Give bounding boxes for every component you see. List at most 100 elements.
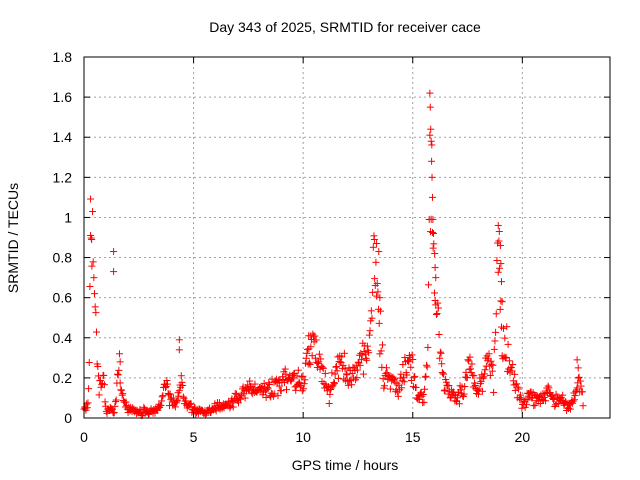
data-point bbox=[409, 355, 417, 363]
data-point bbox=[262, 394, 270, 402]
data-point bbox=[112, 396, 120, 404]
data-point bbox=[428, 228, 436, 236]
data-point bbox=[445, 382, 453, 390]
data-point bbox=[110, 409, 118, 417]
data-point bbox=[408, 351, 416, 359]
data-point bbox=[531, 401, 539, 409]
data-point bbox=[435, 330, 443, 338]
data-point bbox=[330, 379, 338, 387]
data-point bbox=[343, 371, 351, 379]
data-point bbox=[110, 268, 118, 276]
data-point bbox=[348, 381, 356, 389]
data-point bbox=[407, 363, 415, 371]
data-point bbox=[410, 373, 418, 381]
data-point bbox=[437, 349, 445, 357]
x-tick-label: 15 bbox=[405, 429, 421, 445]
data-point bbox=[312, 336, 320, 344]
data-point bbox=[514, 383, 522, 391]
data-point bbox=[422, 372, 430, 380]
data-point bbox=[115, 366, 123, 374]
data-point bbox=[87, 231, 95, 239]
data-point bbox=[501, 334, 509, 342]
data-point bbox=[412, 383, 420, 391]
data-point bbox=[376, 294, 384, 302]
data-point bbox=[179, 381, 187, 389]
data-point bbox=[215, 399, 223, 407]
data-point bbox=[496, 264, 504, 272]
data-point bbox=[332, 362, 340, 370]
data-point bbox=[231, 389, 239, 397]
data-point bbox=[551, 401, 559, 409]
data-point bbox=[575, 373, 583, 381]
data-point bbox=[328, 369, 336, 377]
data-point bbox=[277, 387, 285, 395]
data-point bbox=[496, 305, 504, 313]
data-point bbox=[288, 375, 296, 383]
data-point bbox=[187, 400, 195, 408]
data-point bbox=[428, 157, 436, 165]
data-point bbox=[327, 386, 335, 394]
data-point bbox=[496, 242, 504, 250]
data-point bbox=[344, 381, 352, 389]
data-point bbox=[420, 398, 428, 406]
y-tick-label: 0.8 bbox=[53, 250, 73, 266]
data-point bbox=[271, 390, 279, 398]
y-tick-label: 1.6 bbox=[53, 89, 73, 105]
data-point bbox=[334, 374, 342, 382]
data-point bbox=[429, 244, 437, 252]
data-point bbox=[175, 346, 183, 354]
data-point bbox=[430, 289, 438, 297]
data-point bbox=[375, 248, 383, 256]
data-point bbox=[499, 324, 507, 332]
data-point bbox=[398, 384, 406, 392]
data-point bbox=[371, 275, 379, 283]
data-point bbox=[545, 384, 553, 392]
data-point bbox=[571, 392, 579, 400]
data-point bbox=[428, 193, 436, 201]
data-point bbox=[478, 387, 486, 395]
data-point bbox=[436, 348, 444, 356]
x-axis-label: GPS time / hours bbox=[292, 457, 399, 473]
y-tick-label: 1.4 bbox=[53, 129, 73, 145]
data-point bbox=[178, 378, 186, 386]
data-point bbox=[251, 380, 259, 388]
data-point bbox=[339, 361, 347, 369]
data-point bbox=[374, 288, 382, 296]
data-point bbox=[306, 359, 314, 367]
data-point bbox=[577, 382, 585, 390]
data-point bbox=[466, 353, 474, 361]
data-point bbox=[382, 364, 390, 372]
data-point bbox=[363, 342, 371, 350]
data-point bbox=[492, 310, 500, 318]
data-point bbox=[300, 385, 308, 393]
data-point bbox=[475, 390, 482, 398]
data-point bbox=[579, 402, 587, 410]
data-point bbox=[341, 365, 349, 373]
data-point bbox=[578, 388, 586, 396]
data-point bbox=[117, 386, 125, 394]
data-point bbox=[481, 366, 489, 374]
data-point bbox=[289, 374, 297, 382]
data-point bbox=[461, 382, 469, 390]
x-tick-label: 20 bbox=[515, 429, 531, 445]
data-point bbox=[158, 397, 166, 405]
data-point bbox=[229, 403, 237, 411]
data-point bbox=[487, 357, 495, 365]
data-point bbox=[114, 370, 122, 378]
data-point bbox=[116, 379, 124, 387]
data-point bbox=[470, 372, 478, 380]
data-point bbox=[369, 243, 377, 251]
data-point bbox=[368, 314, 376, 322]
data-point bbox=[400, 378, 408, 386]
data-point bbox=[118, 391, 126, 399]
data-point bbox=[423, 363, 431, 371]
data-point bbox=[559, 391, 567, 399]
data-point bbox=[490, 388, 498, 396]
data-point bbox=[576, 377, 584, 385]
data-point bbox=[498, 278, 506, 286]
data-point bbox=[353, 374, 361, 382]
data-point bbox=[465, 357, 473, 365]
data-point bbox=[340, 349, 348, 357]
